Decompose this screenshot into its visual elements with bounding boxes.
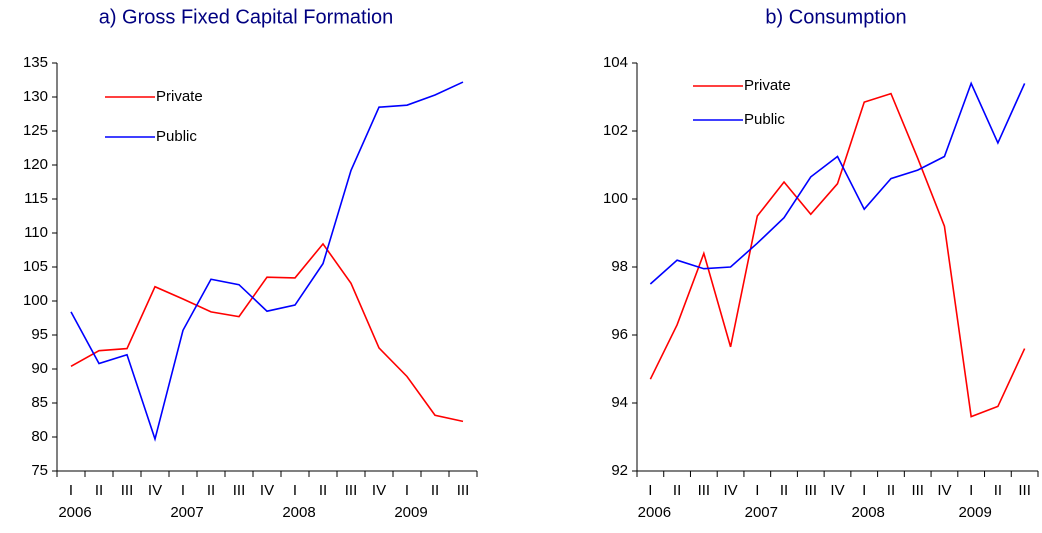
y-tick-label: 115 (24, 190, 48, 207)
y-tick-label: 100 (23, 292, 48, 309)
x-group-label: 2007 (170, 504, 203, 521)
x-tick-label: II (994, 482, 1002, 499)
x-tick-label: I (69, 482, 73, 499)
x-tick-label: IV (260, 482, 274, 499)
x-tick-label: II (207, 482, 215, 499)
x-group-label: 2006 (638, 504, 671, 521)
chart-title: b) Consumption (765, 6, 906, 28)
x-group-label: 2007 (745, 504, 778, 521)
y-tick-label: 130 (23, 88, 48, 105)
x-tick-label: IV (830, 482, 844, 499)
x-tick-label: I (181, 482, 185, 499)
x-tick-label: II (95, 482, 103, 499)
y-tick-label: 110 (24, 224, 48, 241)
x-tick-label: II (319, 482, 327, 499)
x-tick-label: I (862, 482, 866, 499)
x-tick-label: III (121, 482, 134, 499)
series-line (649, 81, 1026, 285)
x-tick-label: II (780, 482, 788, 499)
x-tick-label: III (457, 482, 470, 499)
x-tick-label: III (911, 482, 924, 499)
x-tick-label: I (755, 482, 759, 499)
x-tick-label: III (698, 482, 711, 499)
y-tick-label: 100 (603, 190, 628, 207)
y-tick-label: 95 (31, 326, 48, 343)
x-tick-label: I (405, 482, 409, 499)
legend-label: Public (156, 128, 197, 145)
y-tick-label: 135 (23, 54, 48, 71)
y-tick-label: 98 (611, 258, 628, 275)
x-tick-label: II (431, 482, 439, 499)
y-tick-label: 125 (23, 122, 48, 139)
x-group-label: 2009 (394, 504, 427, 521)
x-tick-label: I (648, 482, 652, 499)
legend-label: Private (156, 88, 203, 105)
x-tick-label: I (969, 482, 973, 499)
legend-label: Public (744, 111, 785, 128)
chart-title: a) Gross Fixed Capital Formation (99, 6, 394, 28)
y-tick-label: 120 (23, 156, 48, 173)
series-line (649, 92, 1026, 418)
y-tick-label: 85 (31, 394, 48, 411)
x-group-label: 2008 (852, 504, 885, 521)
x-tick-label: IV (937, 482, 951, 499)
legend-label: Private (744, 77, 791, 94)
y-tick-label: 104 (603, 54, 628, 71)
x-group-label: 2006 (58, 504, 91, 521)
y-tick-label: 105 (23, 258, 48, 275)
x-tick-label: IV (372, 482, 386, 499)
y-tick-label: 92 (611, 462, 628, 479)
y-tick-label: 80 (31, 428, 48, 445)
x-tick-label: III (1018, 482, 1031, 499)
x-tick-label: IV (148, 482, 162, 499)
y-tick-label: 96 (611, 326, 628, 343)
x-group-label: 2009 (958, 504, 991, 521)
y-tick-label: 75 (31, 462, 48, 479)
x-tick-label: III (345, 482, 358, 499)
x-tick-label: IV (723, 482, 737, 499)
series-line (70, 81, 464, 442)
x-tick-label: III (233, 482, 246, 499)
x-tick-label: III (805, 482, 818, 499)
x-tick-label: II (887, 482, 895, 499)
x-group-label: 2008 (282, 504, 315, 521)
y-tick-label: 90 (31, 360, 48, 377)
y-tick-label: 102 (603, 122, 628, 139)
x-tick-label: I (293, 482, 297, 499)
x-tick-label: II (673, 482, 681, 499)
series-line (70, 242, 464, 423)
y-tick-label: 94 (611, 394, 628, 411)
